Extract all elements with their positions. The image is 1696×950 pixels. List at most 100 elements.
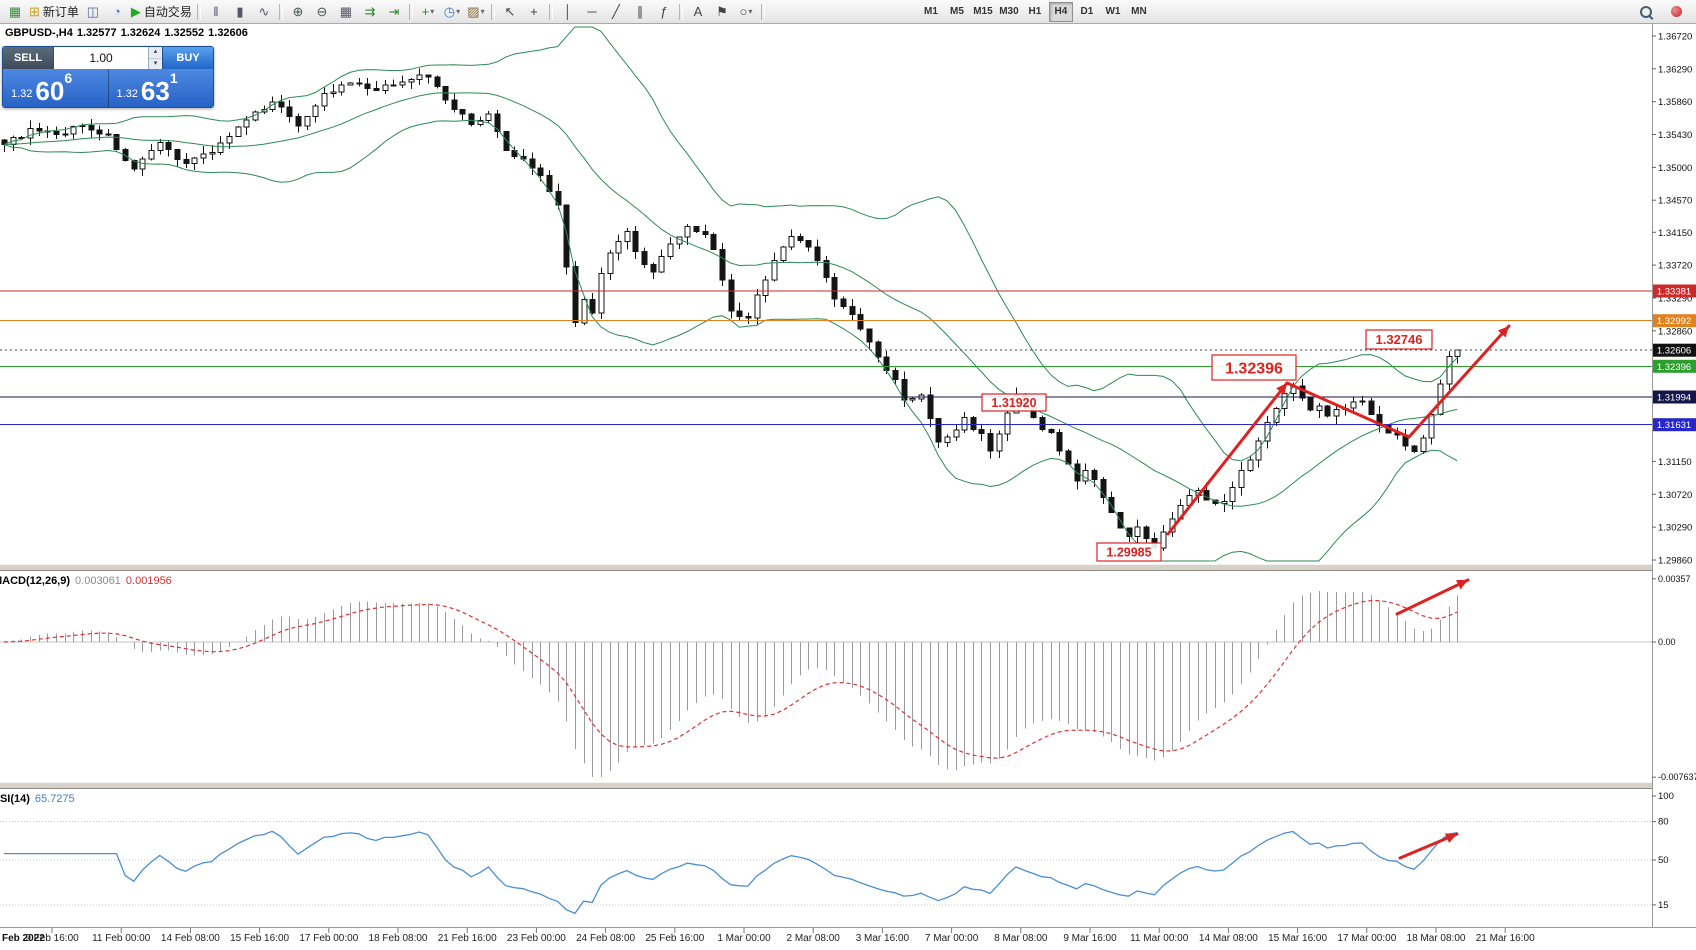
price-tag-1.32992: 1.32992 — [1653, 314, 1696, 328]
shapes-button[interactable]: ○ ▾ — [734, 2, 758, 22]
macd-signal-line — [3, 600, 1458, 759]
timeframe-m15[interactable]: M15 — [973, 6, 993, 17]
label-button[interactable]: ⚑ — [710, 2, 734, 22]
macd-signal-value: 0.001956 — [125, 575, 172, 587]
data-window-button[interactable]: ◔ — [105, 2, 129, 22]
ohlc-high: 1.32624 — [120, 27, 161, 39]
timeframe-d1[interactable]: D1 — [1080, 6, 1094, 17]
indicators-button[interactable]: + ▾ — [416, 2, 440, 22]
timeframe-m1[interactable]: M1 — [923, 6, 938, 17]
new-order-button-label: 新订单 — [42, 5, 79, 19]
vertical-line-button[interactable]: │ — [556, 2, 580, 22]
trend-arrows[interactable] — [1166, 324, 1511, 860]
auto-scroll-button[interactable]: ⇉ — [358, 2, 382, 22]
new-order-button[interactable]: ⊞ 新订单 — [27, 2, 81, 22]
candle-chart-button[interactable]: ▮ — [228, 2, 252, 22]
volume-increase-button[interactable]: ▴ — [149, 47, 162, 59]
svg-text:1.33720: 1.33720 — [1658, 261, 1692, 272]
price-tag-1.31631: 1.31631 — [1653, 418, 1696, 432]
buy-button[interactable]: BUY — [163, 47, 213, 69]
candle-chart-icon: ▮ — [236, 3, 244, 19]
svg-text:0.00357: 0.00357 — [1658, 574, 1691, 584]
zoom-out-button[interactable]: ⊖ — [310, 2, 334, 22]
timeframe-toolbar: M1 M5 M15 M30 H1 H4 D1 W1 MN — [918, 1, 1152, 22]
sell-price[interactable]: 1.32 60 6 — [3, 69, 109, 107]
autotrading-button[interactable]: ▶ 自动交易 — [129, 2, 194, 22]
timeframe-mn[interactable]: MN — [1131, 6, 1147, 17]
svg-text:100: 100 — [1658, 791, 1674, 802]
toolbar-separator — [196, 3, 201, 20]
annotation-1.32746[interactable]: 1.32746 — [1365, 329, 1433, 350]
channel-button[interactable]: ∥ — [628, 2, 652, 22]
tile-windows-button[interactable]: ▦ — [334, 2, 358, 22]
timeframe-h1[interactable]: H1 — [1028, 6, 1042, 17]
svg-text:9 Feb 16:00: 9 Feb 16:00 — [25, 933, 79, 944]
price-axis[interactable]: 1.36720 1.36290 1.35860 1.35430 1.35000 1.345… — [1652, 24, 1696, 927]
magnifier-icon — [1640, 5, 1652, 18]
one-click-trading-panel[interactable]: SELL 1.00 ▴ ▾ BUY 1.32 60 6 1.32 63 1 — [2, 46, 214, 108]
red-dot-icon — [1670, 6, 1682, 17]
notifications-icon[interactable] — [1664, 2, 1688, 22]
sell-price-sup: 6 — [64, 70, 73, 86]
timeframe-m5[interactable]: M5 — [949, 6, 964, 17]
autotrading-button-label: 自动交易 — [143, 5, 192, 19]
svg-text:1.31631: 1.31631 — [1657, 420, 1691, 431]
svg-text:11 Feb 00:00: 11 Feb 00:00 — [92, 933, 151, 944]
volume-spinner: ▴ ▾ — [148, 47, 162, 69]
sell-button[interactable]: SELL — [3, 47, 53, 69]
autotrading-icon: ▶ — [130, 3, 141, 19]
rsi-value: 65.7275 — [34, 793, 75, 805]
rsi-level-lines — [0, 821, 1652, 906]
dropdown-arrow-icon: ▾ — [430, 7, 435, 16]
buy-price[interactable]: 1.32 63 1 — [108, 69, 213, 107]
buy-price-sup: 1 — [169, 70, 178, 86]
trendline-button[interactable]: ╱ — [604, 2, 628, 22]
zoom-in-button[interactable]: ⊕ — [286, 2, 310, 22]
trend-arrow-line[interactable] — [1285, 381, 1411, 439]
svg-text:1.32992: 1.32992 — [1657, 316, 1691, 327]
crosshair-button[interactable]: + — [522, 2, 546, 22]
trend-arrow-line[interactable] — [1166, 381, 1289, 536]
timeframe-m30[interactable]: M30 — [999, 6, 1019, 17]
indicators-icon: + — [421, 3, 430, 19]
templates-icon: ▨ — [467, 3, 480, 19]
volume-decrease-button[interactable]: ▾ — [149, 58, 162, 69]
horizontal-line-button[interactable]: ─ — [580, 2, 604, 22]
dropdown-arrow-icon: ▾ — [456, 7, 461, 16]
svg-text:1.32396: 1.32396 — [1657, 362, 1691, 373]
svg-text:1.32860: 1.32860 — [1658, 326, 1692, 337]
svg-text:Feb 2022: Feb 2022 — [2, 933, 45, 944]
svg-text:15 Mar 16:00: 15 Mar 16:00 — [1268, 933, 1327, 944]
arrowhead — [1456, 580, 1468, 590]
text-button[interactable]: A — [686, 2, 710, 22]
annotation-1.32396[interactable]: 1.32396 — [1211, 354, 1297, 381]
timeframe-w1[interactable]: W1 — [1105, 6, 1121, 17]
cursor-button[interactable]: ↖ — [498, 2, 522, 22]
line-chart-button[interactable]: ∿ — [252, 2, 276, 22]
volume-value[interactable]: 1.00 — [89, 51, 113, 65]
svg-text:14 Feb 08:00: 14 Feb 08:00 — [161, 933, 220, 944]
fibonacci-button[interactable]: ƒ — [652, 2, 676, 22]
search-icon[interactable] — [1634, 2, 1658, 22]
volume-field[interactable]: 1.00 ▴ ▾ — [53, 47, 163, 69]
candles — [1, 68, 1461, 552]
macd-name: MACD(12,26,9) — [0, 575, 71, 587]
panel-separator[interactable] — [0, 782, 1696, 789]
timeframe-h4[interactable]: H4 — [1048, 1, 1073, 22]
annotation-1.29985[interactable]: 1.29985 — [1096, 542, 1162, 562]
new-chart-button[interactable]: ▦ — [3, 2, 27, 22]
templates-button[interactable]: ▨ ▾ — [464, 2, 488, 22]
bar-chart-button[interactable]: ‖ — [204, 2, 228, 22]
chart-shift-button[interactable]: ⇥ — [382, 2, 406, 22]
annotation-1.31920[interactable]: 1.31920 — [981, 393, 1047, 412]
periods-button[interactable]: ◷ ▾ — [440, 2, 464, 22]
panel-separator[interactable] — [0, 564, 1696, 571]
svg-text:8 Mar 08:00: 8 Mar 08:00 — [994, 933, 1048, 944]
rsi-line — [4, 830, 1458, 915]
bollinger-bands — [3, 26, 1458, 562]
trend-arrow-line[interactable] — [1395, 578, 1470, 616]
chart-windows-button[interactable]: ◫ — [81, 2, 105, 22]
trend-arrow-line[interactable] — [1407, 324, 1511, 439]
